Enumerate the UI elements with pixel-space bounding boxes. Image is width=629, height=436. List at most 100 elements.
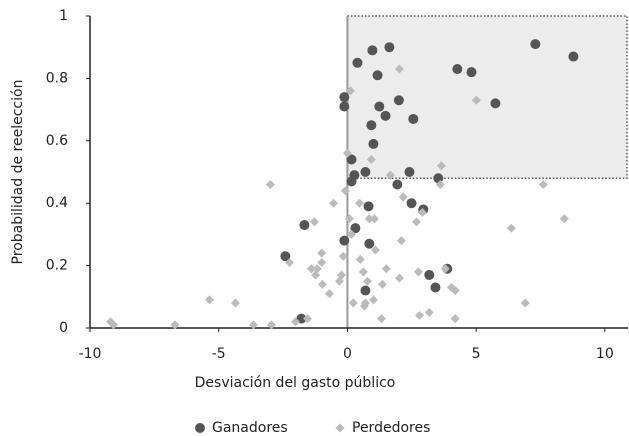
point [411, 217, 421, 227]
point [394, 64, 404, 74]
point [364, 238, 375, 249]
point [471, 95, 481, 105]
point [435, 179, 445, 189]
point [413, 267, 423, 277]
point [362, 276, 372, 286]
point [336, 270, 346, 280]
point [317, 279, 327, 289]
point [284, 257, 294, 267]
point [398, 192, 408, 202]
point [364, 214, 374, 224]
highlight-region [346, 15, 628, 179]
point [466, 67, 477, 78]
point [360, 167, 371, 177]
point [394, 273, 404, 283]
point [440, 264, 450, 274]
point [372, 70, 383, 81]
point [436, 161, 446, 171]
point [355, 198, 365, 208]
point [392, 179, 403, 190]
point [348, 298, 358, 308]
legend-item: Perdedores [335, 420, 430, 436]
x-tick-label: 0 [343, 346, 352, 362]
y-tick-label: 0.4 [46, 195, 68, 211]
point [170, 320, 180, 330]
point [230, 298, 240, 308]
point [559, 214, 569, 224]
point [376, 314, 386, 324]
point [339, 235, 350, 246]
point [339, 92, 350, 103]
point [414, 311, 424, 321]
point [108, 320, 118, 330]
point [347, 229, 357, 239]
point [368, 295, 378, 305]
y-tick-label: 0.6 [46, 133, 68, 149]
point [265, 179, 275, 189]
point [384, 42, 395, 53]
point [381, 264, 391, 274]
point [355, 254, 365, 264]
point [369, 214, 379, 224]
point [377, 279, 387, 289]
point [360, 298, 370, 308]
point [339, 101, 350, 112]
point [346, 176, 357, 187]
x-tick-label: -5 [212, 346, 226, 362]
point [324, 289, 334, 299]
point [406, 198, 417, 209]
point [424, 307, 434, 317]
point [408, 113, 419, 124]
point [385, 170, 395, 180]
x-tick-label: -10 [79, 346, 102, 362]
point [450, 286, 460, 296]
point [340, 186, 350, 196]
point [506, 223, 516, 233]
point [204, 295, 214, 305]
point [568, 51, 579, 62]
point [370, 245, 380, 255]
point [266, 320, 276, 330]
point [299, 220, 310, 231]
point [367, 45, 378, 56]
y-tick-label: 0.8 [46, 70, 68, 86]
legend-label: Ganadores [212, 420, 288, 436]
legend-marker [335, 423, 345, 433]
y-axis-label: Probabilidad de reelección [10, 80, 26, 265]
point [312, 264, 322, 274]
point [424, 269, 435, 280]
point [538, 179, 548, 189]
point [452, 64, 463, 75]
x-axis-label: Desviación del gasto público [195, 375, 396, 391]
point [368, 138, 379, 149]
point [290, 317, 300, 327]
point [303, 314, 313, 324]
point [306, 264, 316, 274]
point [352, 57, 363, 68]
point [317, 248, 327, 258]
point [350, 223, 361, 234]
point [366, 120, 377, 131]
point [342, 148, 352, 158]
point [329, 198, 339, 208]
point [280, 251, 291, 262]
point [344, 214, 354, 224]
point [520, 298, 530, 308]
point [346, 86, 356, 96]
point [346, 154, 357, 165]
point [490, 98, 501, 109]
point [393, 95, 404, 106]
legend-item: Ganadores [195, 420, 288, 436]
point [380, 110, 391, 121]
point [360, 285, 371, 296]
legend-marker [195, 423, 205, 433]
y-tick-label: 1 [59, 8, 68, 24]
point [248, 320, 258, 330]
x-tick-label: 10 [596, 346, 614, 362]
point [374, 101, 385, 112]
point [450, 314, 460, 324]
point [404, 167, 415, 177]
point [396, 236, 406, 246]
point [530, 39, 541, 50]
